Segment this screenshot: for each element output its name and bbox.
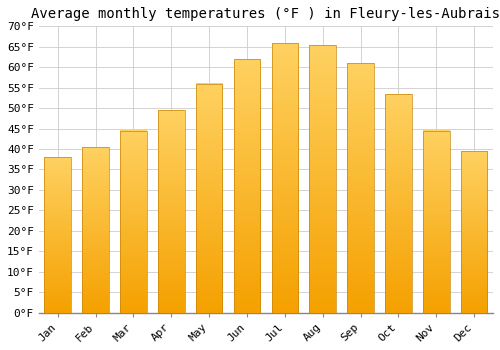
Bar xyxy=(461,151,487,313)
Bar xyxy=(44,157,71,313)
Bar xyxy=(120,131,146,313)
Bar xyxy=(348,63,374,313)
Bar xyxy=(385,94,411,313)
Bar xyxy=(423,131,450,313)
Bar xyxy=(82,147,109,313)
Bar xyxy=(272,43,298,313)
Bar xyxy=(196,84,222,313)
Bar xyxy=(158,110,184,313)
Bar xyxy=(310,45,336,313)
Bar xyxy=(234,59,260,313)
Title: Average monthly temperatures (°F ) in Fleury-les-Aubrais: Average monthly temperatures (°F ) in Fl… xyxy=(32,7,500,21)
